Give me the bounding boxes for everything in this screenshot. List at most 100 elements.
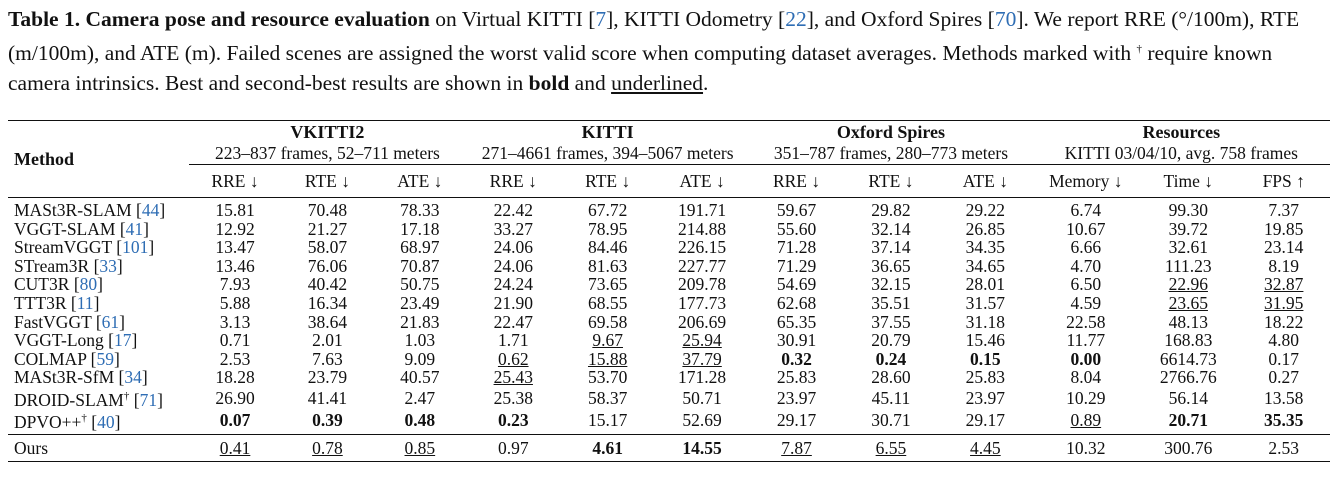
value-text: 20.79 — [871, 330, 911, 351]
value-text: 32.14 — [871, 218, 911, 239]
value-cell: 227.77 — [655, 256, 749, 276]
citation-link[interactable]: 59 — [96, 348, 115, 369]
citation-link[interactable]: 34 — [124, 367, 142, 388]
value-text: 4.59 — [1070, 292, 1102, 313]
value-text: 31.57 — [965, 292, 1006, 313]
caption-text: and — [569, 71, 612, 96]
citation-link[interactable]: 41 — [125, 218, 144, 239]
citation-link[interactable]: 11 — [76, 292, 94, 313]
value-cell: 4.59 — [1033, 294, 1139, 313]
citation-link[interactable]: 33 — [99, 255, 117, 276]
value-cell: 50.71 — [655, 387, 749, 409]
value-cell: 59.67 — [749, 198, 843, 220]
citation-link[interactable]: 44 — [141, 200, 160, 220]
value-cell: 39.72 — [1139, 218, 1237, 239]
value-cell: 37.14 — [844, 238, 938, 257]
method-name: VGGT-SLAM — [14, 218, 116, 239]
table-row: VGGT-SLAM [41] 12.92 21.27 17.18 33.27 78.95 2… — [8, 218, 1330, 239]
value-cell: 4.80 — [1237, 331, 1330, 350]
value-cell: 24.06 — [466, 256, 560, 276]
value-text: 23.49 — [400, 292, 440, 313]
value-cell: 55.60 — [749, 219, 843, 239]
value-text: 0.71 — [219, 330, 251, 351]
value-text: 39.72 — [1168, 218, 1208, 239]
method-name: DPVO++ — [14, 412, 82, 433]
value-cell: 0.97 — [466, 434, 560, 461]
value-cell: 18.28 — [189, 368, 281, 387]
value-text: 71.29 — [776, 255, 817, 276]
group-subheader-oxford-spires: 351–787 frames, 280–773 meters — [749, 143, 1033, 165]
value-text: 4.61 — [592, 437, 623, 458]
value-cell: 8.19 — [1237, 256, 1330, 276]
value-cell: 1.71 — [466, 331, 560, 350]
value-text: 10.32 — [1066, 437, 1106, 458]
value-text: 4.80 — [1268, 330, 1300, 351]
value-cell: 22.58 — [1033, 312, 1139, 332]
citation-link[interactable]: 17 — [113, 330, 132, 351]
citation-link[interactable]: 61 — [101, 311, 120, 332]
value-cell: 24.24 — [466, 275, 560, 294]
value-cell: 81.63 — [560, 256, 654, 276]
value-cell: 13.47 — [189, 238, 281, 257]
value-text: 7.87 — [781, 437, 812, 458]
citation-link[interactable]: 7 — [595, 7, 607, 31]
metric-header: ATE ↓ — [397, 170, 443, 191]
metric-header: Time ↓ — [1163, 170, 1213, 191]
value-cell: 25.83 — [938, 368, 1032, 387]
method-name-cell: Ours — [8, 434, 189, 461]
citation-link[interactable]: 80 — [79, 274, 98, 295]
value-text: 14.55 — [682, 437, 722, 458]
table-row: DPVO++† [40] 0.07 0.39 0.48 0.23 15.17 52.69 29… — [8, 409, 1330, 434]
method-name: MASt3R-SLAM — [14, 200, 132, 220]
value-cell: 68.55 — [560, 294, 654, 313]
value-text: 30.91 — [776, 330, 817, 351]
citation-link[interactable]: 101 — [122, 237, 149, 258]
value-text: 0.41 — [219, 437, 251, 458]
value-text: 36.65 — [871, 255, 911, 276]
method-name: TTT3R — [14, 292, 67, 313]
value-cell: 73.65 — [560, 275, 654, 294]
caption-text: ]. We report RRE (°/100m), RTE (m/100m),… — [8, 7, 1300, 66]
method-name-cell: StreamVGGT [101] — [14, 237, 155, 258]
table-row: MASt3R-SfM [34] 18.28 23.79 40.57 25.43 53.70… — [8, 368, 1330, 387]
value-text: 2766.76 — [1159, 367, 1217, 388]
citation-link[interactable]: 71 — [139, 389, 158, 410]
metric-header: RTE ↓ — [304, 170, 350, 191]
value-text: 58.07 — [307, 237, 348, 258]
dagger-mark: † — [1136, 43, 1142, 55]
value-text: 62.68 — [776, 292, 817, 313]
method-name: STream3R — [14, 255, 90, 276]
value-text: 45.11 — [871, 387, 911, 408]
value-text: 21.90 — [493, 292, 533, 313]
value-text: 1.03 — [404, 330, 436, 351]
value-text: 24.06 — [493, 237, 533, 258]
value-text: 25.83 — [965, 367, 1006, 388]
citation-link[interactable]: 22 — [785, 7, 807, 31]
value-cell: 34.65 — [938, 256, 1032, 276]
citation-link[interactable]: 70 — [994, 7, 1017, 31]
citation-link[interactable]: 40 — [97, 412, 115, 433]
value-cell: 58.37 — [560, 387, 654, 409]
value-cell: 71.28 — [749, 238, 843, 257]
value-text: 7.37 — [1268, 200, 1300, 220]
value-text: 48.13 — [1168, 311, 1208, 332]
value-text: 9.67 — [592, 330, 623, 351]
value-cell: 58.07 — [281, 238, 373, 257]
dagger-mark: † — [123, 389, 130, 402]
value-text: 4.45 — [970, 437, 1001, 458]
method-name: CUT3R — [14, 274, 70, 295]
value-cell: 71.29 — [749, 255, 843, 276]
value-cell: 16.34 — [281, 294, 373, 313]
value-text: 111.23 — [1164, 255, 1212, 276]
value-text: 23.97 — [965, 387, 1006, 408]
method-name: MASt3R-SfM — [14, 367, 115, 388]
value-cell: 24.06 — [466, 238, 560, 257]
value-text: 0.89 — [1070, 410, 1102, 431]
value-text: 99.30 — [1168, 200, 1208, 220]
value-text: 70.87 — [400, 255, 440, 276]
value-text: 29.17 — [776, 410, 817, 431]
value-cell: 20.71 — [1139, 409, 1237, 434]
value-cell: 6.66 — [1033, 238, 1139, 257]
value-text: 54.69 — [776, 274, 817, 295]
value-cell: 69.58 — [560, 312, 654, 332]
